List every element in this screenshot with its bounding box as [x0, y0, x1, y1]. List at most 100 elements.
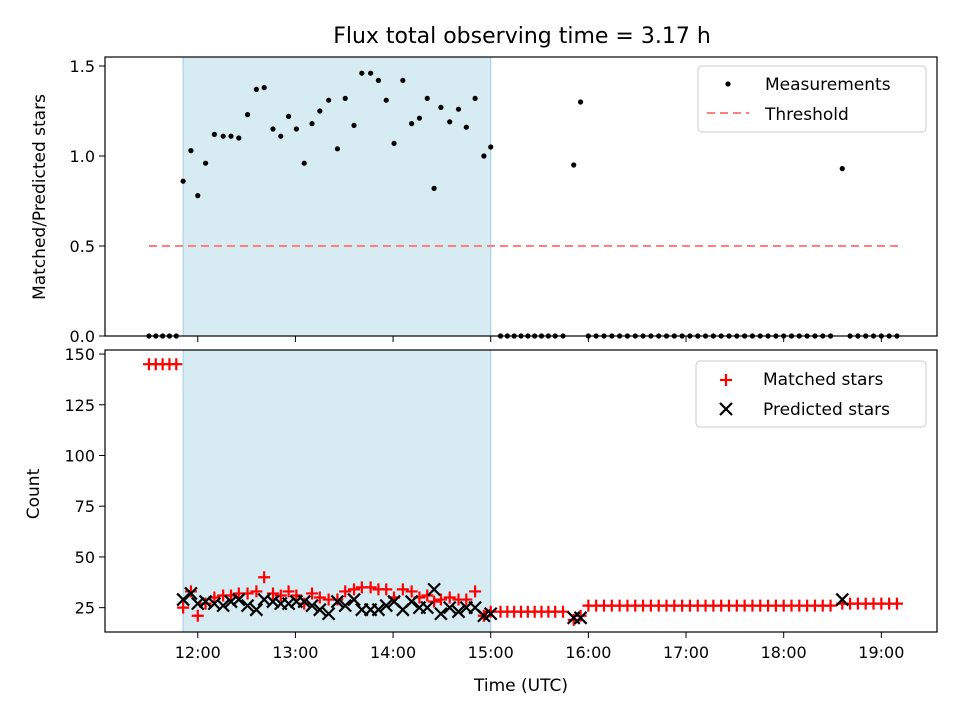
- measurement-point: [571, 162, 577, 168]
- predicted-star-marker: [434, 606, 448, 621]
- bottom-x-tick-label: 13:00: [272, 643, 318, 662]
- legend-matched-label: Matched stars: [763, 370, 883, 390]
- measurement-point: [180, 178, 186, 184]
- measurement-point: [228, 133, 234, 139]
- matched-star-marker: [405, 585, 418, 598]
- legend-predicted-label: Predicted stars: [763, 400, 890, 420]
- matched-star-marker: [290, 589, 303, 602]
- measurement-point: [383, 97, 389, 103]
- measurement-point: [416, 115, 423, 121]
- predicted-star-marker: [379, 598, 394, 613]
- measurement-point: [220, 133, 226, 139]
- bottom-legend: Matched stars Predicted stars: [695, 360, 927, 428]
- matched-star-marker: [306, 587, 319, 600]
- top-shaded-interval: [182, 56, 492, 337]
- matched-star-marker: [282, 585, 295, 598]
- matched-star-marker: [313, 591, 326, 604]
- top-y-tick-label: 1.5: [70, 57, 95, 76]
- matched-star-marker: [421, 589, 434, 602]
- bottom-y-ticks: 25 50 75 100 125 150: [64, 345, 105, 618]
- predicted-star-marker: [176, 592, 190, 607]
- measurement-point: [334, 146, 341, 152]
- matched-star-marker: [199, 597, 212, 610]
- measurement-point: [375, 77, 382, 83]
- matched-star-marker: [380, 583, 393, 596]
- bottom-axes-frame: [104, 349, 938, 633]
- matched-star-marker: [824, 599, 837, 612]
- measurement-point: [447, 119, 453, 125]
- predicted-star-marker: [224, 594, 238, 609]
- predicted-star-marker: [313, 602, 327, 617]
- matched-star-marker: [298, 597, 311, 610]
- matched-star-marker: [339, 585, 352, 598]
- predicted-star-marker: [190, 596, 205, 611]
- measurement-point: [301, 160, 307, 166]
- legend-predicted-marker: [719, 402, 733, 416]
- bottom-y-tick-label: 125: [64, 396, 95, 415]
- measurement-points: [146, 70, 900, 339]
- matched-star-marker: [443, 591, 456, 604]
- top-x-ticks: [197, 336, 882, 342]
- predicted-star-marker: [297, 594, 311, 609]
- predicted-star-marker: [371, 602, 386, 617]
- measurement-point: [202, 160, 209, 166]
- predicted-star-marker: [451, 604, 466, 619]
- matched-star-marker: [274, 589, 287, 602]
- matched-star-marker: [890, 597, 903, 610]
- predicted-star-marker: [835, 592, 850, 607]
- bottom-y-tick-label: 150: [64, 345, 95, 364]
- bottom-panel: 25 50 75 100 125 150 12:00 13:00 14:00 15:00 16:0…: [24, 345, 938, 696]
- bottom-x-tick-label: 17:00: [663, 643, 709, 662]
- predicted-star-marker: [281, 596, 296, 611]
- predicted-star-marker: [404, 594, 419, 609]
- top-y-tick-label: 0.5: [70, 237, 95, 256]
- measurement-point: [188, 148, 194, 154]
- matched-star-marker: [184, 585, 197, 598]
- predicted-star-marker: [442, 600, 457, 615]
- predicted-star-marker: [321, 606, 336, 621]
- measurement-point: [391, 140, 397, 146]
- predicted-star-marker: [347, 592, 361, 607]
- legend-measurements-label: Measurements: [765, 75, 891, 95]
- legend-threshold-label: Threshold: [764, 105, 849, 125]
- matched-star-marker: [396, 583, 409, 596]
- x-axis-label: Time (UTC): [473, 676, 568, 696]
- measurement-point: [577, 99, 584, 105]
- bottom-y-tick-label: 75: [75, 497, 95, 516]
- top-legend: Measurements Threshold: [697, 65, 927, 133]
- top-y-tick-label: 1.0: [70, 147, 95, 166]
- measurement-point: [236, 135, 242, 141]
- bottom-x-tick-label: 14:00: [370, 643, 416, 662]
- predicted-stars-points: [176, 582, 850, 625]
- predicted-star-marker: [266, 594, 280, 609]
- measurement-point: [359, 70, 365, 76]
- matched-star-marker: [428, 595, 441, 608]
- measurement-point: [261, 85, 267, 91]
- measurement-point: [293, 126, 299, 132]
- matched-star-marker: [170, 358, 183, 371]
- measurement-point: [472, 95, 478, 101]
- bottom-y-tick-label: 50: [75, 548, 95, 567]
- measurement-point: [463, 124, 469, 130]
- matched-star-marker: [348, 583, 361, 596]
- predicted-star-marker: [330, 594, 345, 609]
- predicted-star-marker: [427, 582, 441, 597]
- predicted-star-marker: [249, 602, 264, 617]
- predicted-star-marker: [184, 586, 198, 601]
- measurement-point: [253, 86, 259, 92]
- measurement-point: [278, 133, 284, 139]
- bottom-x-ticks: 12:00 13:00 14:00 15:00 16:00 17:00 18:00 19:00: [175, 632, 904, 662]
- measurement-point: [211, 131, 217, 137]
- legend-measurements-marker: [725, 81, 731, 87]
- measurement-point: [270, 126, 276, 132]
- matched-star-marker: [250, 585, 263, 598]
- matched-star-marker: [556, 605, 569, 618]
- top-axes-frame: [104, 56, 938, 337]
- bottom-shaded-interval: [182, 349, 492, 633]
- measurement-point: [409, 121, 415, 127]
- measurement-point: [326, 97, 332, 103]
- measurement-point: [285, 113, 292, 119]
- measurement-point: [481, 153, 487, 159]
- measurement-point: [244, 112, 251, 118]
